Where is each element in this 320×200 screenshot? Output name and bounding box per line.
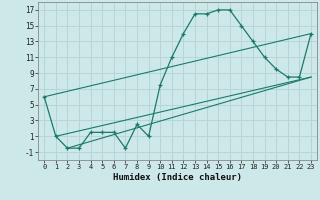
X-axis label: Humidex (Indice chaleur): Humidex (Indice chaleur) — [113, 173, 242, 182]
